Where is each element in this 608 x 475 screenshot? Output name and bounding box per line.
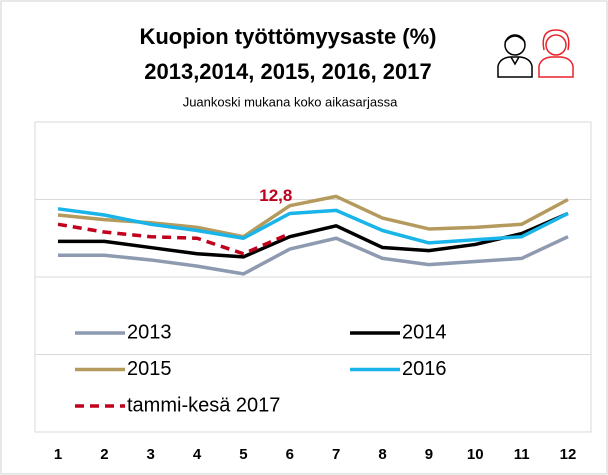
series-line bbox=[58, 211, 569, 259]
x-tick-label: 11 bbox=[514, 446, 530, 463]
chart-title: Kuopion työttömyysaste (%) bbox=[139, 24, 436, 49]
x-tick-label: 3 bbox=[147, 446, 155, 463]
legend-label: 2016 bbox=[402, 358, 447, 380]
series-line bbox=[57, 222, 291, 256]
x-tick-label: 12 bbox=[560, 446, 577, 463]
legend-label: 2013 bbox=[127, 321, 172, 343]
data-label: 12,8 bbox=[259, 186, 292, 205]
x-tick-label: 10 bbox=[467, 446, 484, 463]
x-tick-label: 7 bbox=[332, 446, 340, 463]
x-tick-label: 5 bbox=[239, 446, 247, 463]
legend-label: tammi-kesä 2017 bbox=[127, 394, 280, 416]
female-icon bbox=[538, 29, 574, 78]
chart-note: Juankoski mukana koko aikasarjassa bbox=[183, 94, 398, 109]
legend-label: 2014 bbox=[402, 321, 447, 343]
male-icon bbox=[497, 34, 533, 78]
series-line bbox=[57, 207, 569, 245]
legend-label: 2015 bbox=[127, 358, 172, 380]
series-line bbox=[58, 235, 569, 276]
x-tick-label: 4 bbox=[193, 446, 202, 463]
x-tick-label: 6 bbox=[286, 446, 294, 463]
chart-subtitle: 2013,2014, 2015, 2016, 2017 bbox=[144, 59, 432, 84]
x-tick-label: 1 bbox=[54, 446, 62, 463]
x-tick-label: 9 bbox=[425, 446, 433, 463]
x-tick-label: 2 bbox=[100, 446, 108, 463]
x-tick-label: 8 bbox=[378, 446, 386, 463]
